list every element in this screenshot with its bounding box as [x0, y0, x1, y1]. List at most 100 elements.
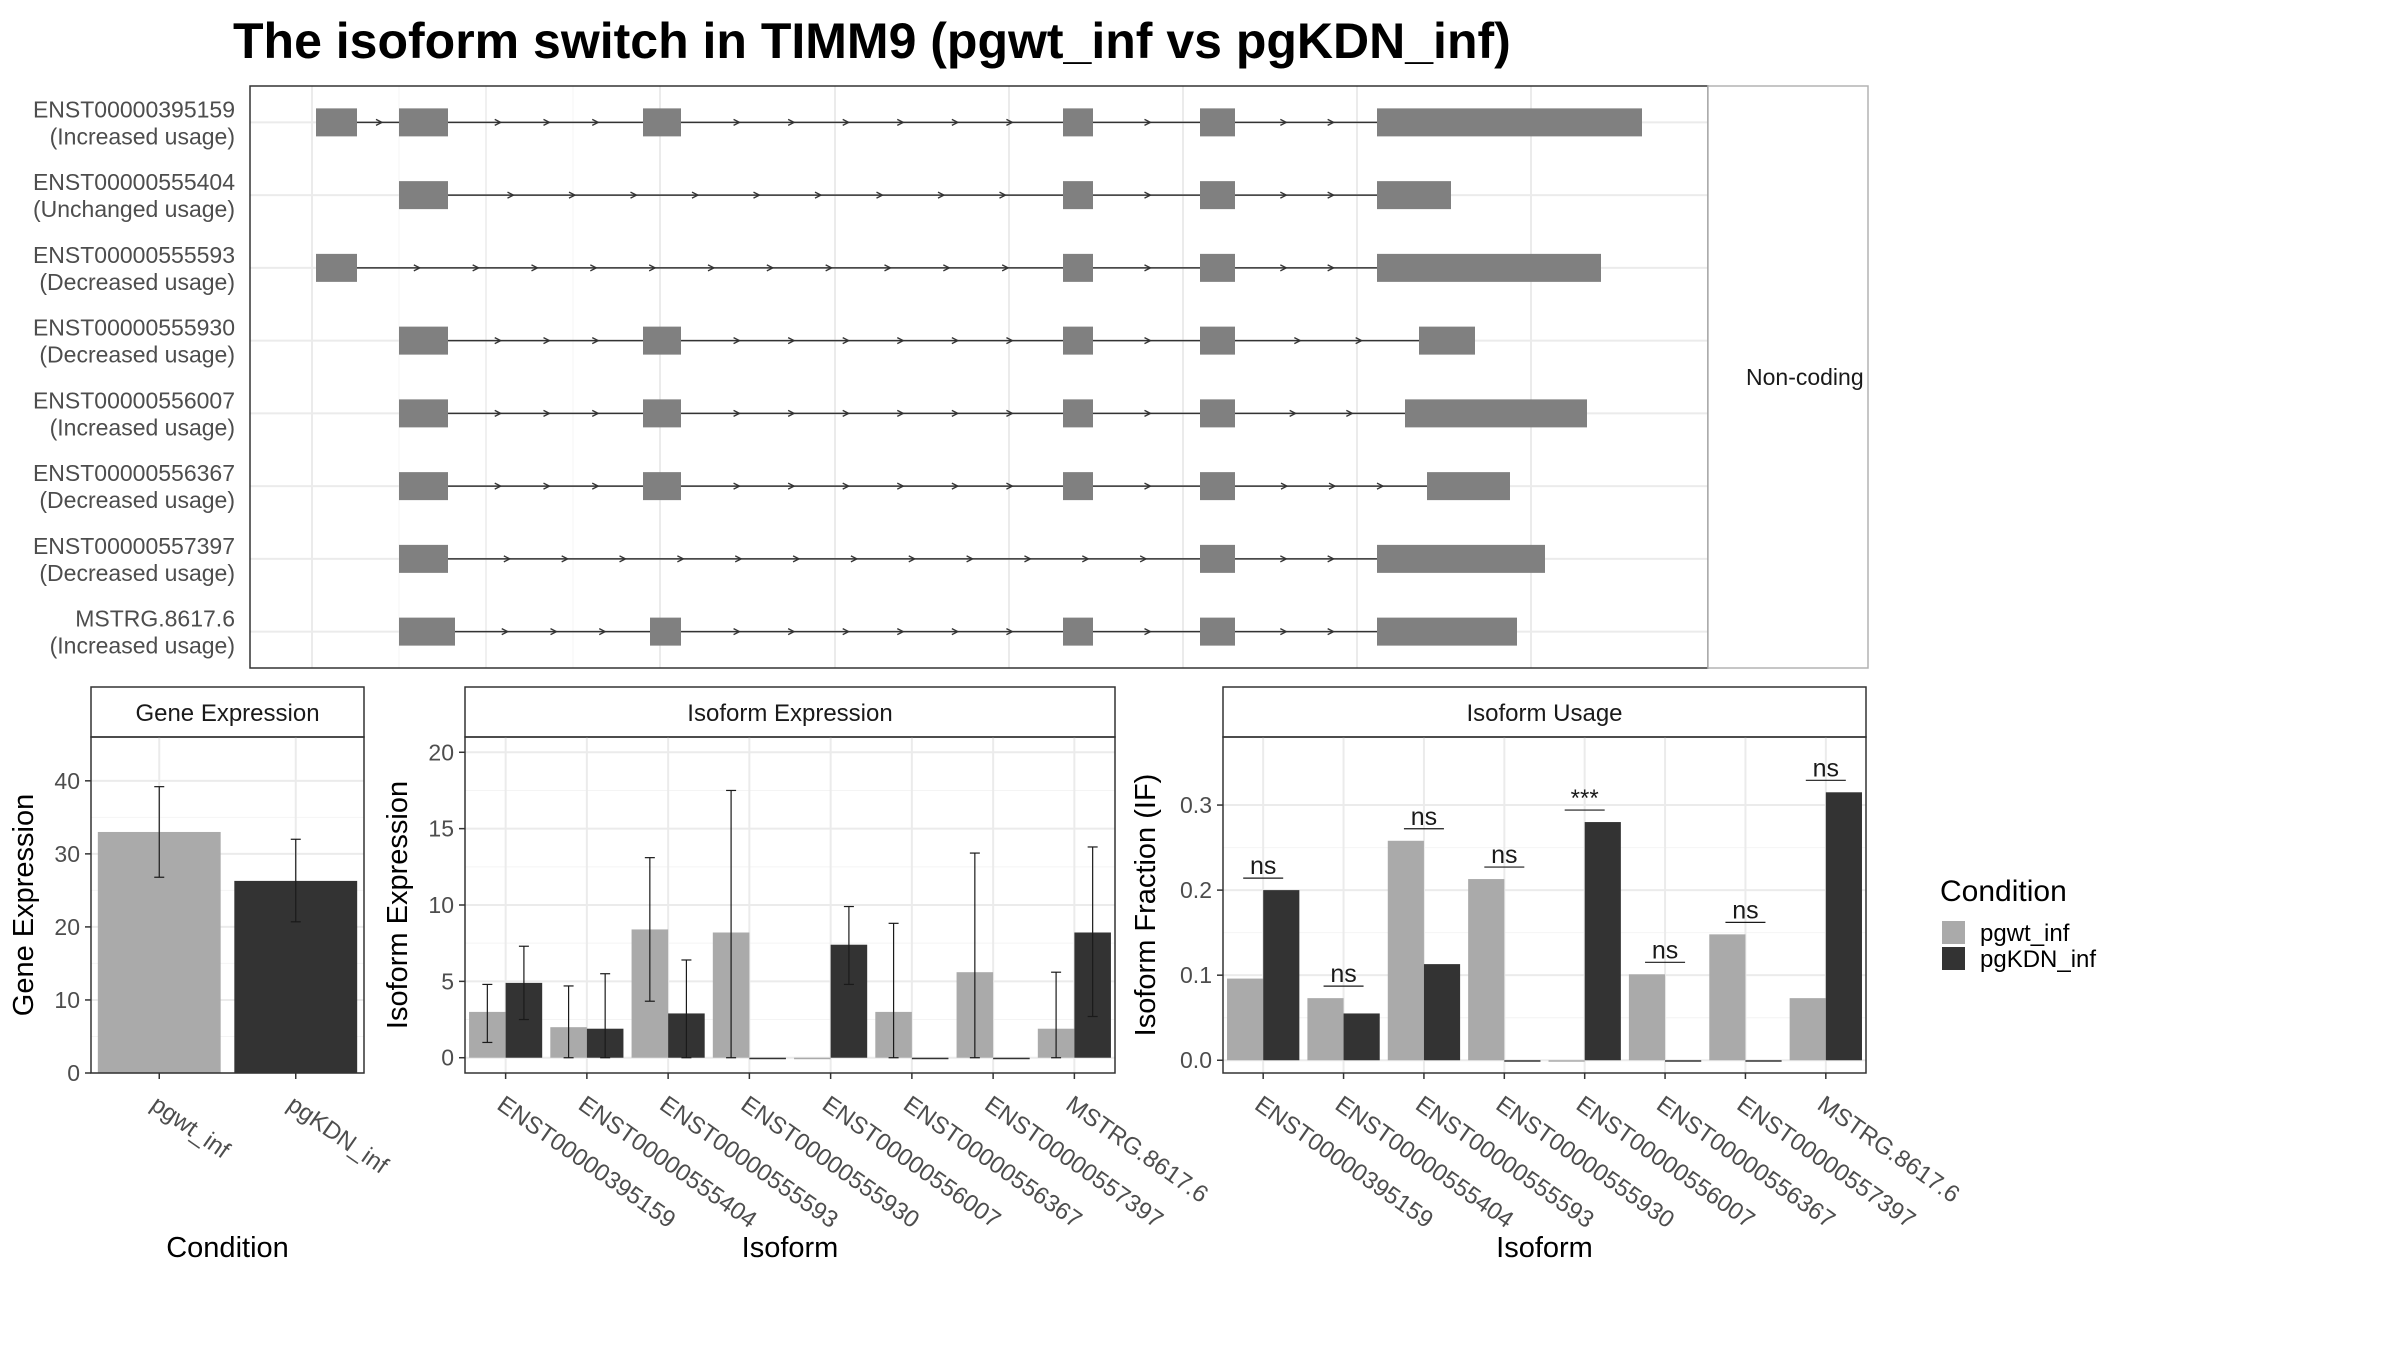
bar-pgKDN_inf	[1665, 1060, 1702, 1062]
intron-arrow	[591, 118, 600, 126]
intron-arrow	[876, 191, 884, 199]
exon	[1063, 326, 1093, 355]
bar-pgKDN_inf	[993, 1057, 1030, 1060]
intron-arrow	[1280, 191, 1288, 199]
intron-arrow	[677, 555, 685, 563]
bar-pgwt_inf	[1789, 998, 1826, 1061]
intron-arrow	[951, 628, 960, 636]
intron-arrow	[503, 555, 512, 563]
x-axis-title: Isoform	[742, 1232, 839, 1264]
panel-title: Isoform Usage	[1466, 700, 1622, 727]
intron-arrow	[494, 118, 503, 126]
exon	[1063, 181, 1093, 210]
intron-arrow	[691, 191, 700, 199]
panel-strip	[1222, 686, 1867, 738]
intron-arrow	[733, 337, 742, 345]
bar-pgKDN_inf	[749, 1057, 786, 1060]
exon	[1419, 326, 1475, 355]
intron-arrow	[550, 628, 558, 636]
bar-pgKDN_inf	[1504, 1060, 1541, 1062]
y-axis-title: Isoform Fraction (IF)	[1130, 774, 1162, 1037]
bar-pgKDN_inf	[1584, 822, 1621, 1061]
intron-arrow	[1006, 118, 1014, 126]
x-tick-label: pgKDN_inf	[282, 1091, 393, 1180]
exon	[1377, 181, 1451, 210]
intron-arrow	[966, 555, 975, 563]
intron-arrow	[1280, 118, 1288, 126]
transcript-name-label: ENST00000555593	[33, 242, 235, 268]
bar-pgKDN_inf	[911, 1057, 949, 1060]
exon	[1377, 253, 1601, 282]
intron-arrow	[908, 555, 917, 563]
bar-pgwt_inf	[1709, 934, 1746, 1061]
y-tick-label: 0.0	[1180, 1047, 1212, 1073]
intron-arrow	[1006, 628, 1014, 636]
exon	[1063, 253, 1093, 282]
intron-arrow	[753, 191, 761, 199]
legend-label: pgwt_inf	[1980, 920, 2070, 947]
intron-arrow	[590, 264, 598, 272]
intron-arrow	[568, 191, 577, 199]
intron-arrow	[1006, 337, 1014, 345]
intron-arrow	[951, 118, 960, 126]
transcript-name-label: ENST00000557397	[33, 533, 235, 559]
intron-arrow	[787, 118, 796, 126]
intron-arrow	[591, 409, 600, 417]
intron-arrow	[999, 191, 1007, 199]
exon	[1063, 399, 1093, 428]
intron-arrow	[531, 264, 539, 272]
intron-arrow	[630, 191, 638, 199]
bar-pgKDN_inf	[1423, 964, 1461, 1061]
y-tick-label: 0	[67, 1060, 80, 1086]
significance-label: ***	[1571, 785, 1599, 812]
intron-arrow	[842, 482, 851, 490]
bar-pgwt_inf	[1468, 879, 1505, 1061]
intron-arrow	[842, 337, 851, 345]
intron-arrow	[1355, 337, 1364, 345]
significance-label: ns	[1732, 896, 1758, 924]
panel-border	[1222, 736, 1867, 1074]
x-axis-title: Isoform	[1496, 1232, 1593, 1264]
bar-pgwt_inf	[1387, 840, 1424, 1061]
legend-title: Condition	[1940, 875, 2067, 908]
transcript-usage-label: (Unchanged usage)	[33, 196, 235, 222]
bar-pgwt_inf	[1307, 998, 1344, 1061]
transcript-name-label: ENST00000555930	[33, 315, 235, 341]
intron-arrow	[1001, 264, 1010, 272]
bar-pgwt_inf	[794, 1057, 831, 1060]
exon	[399, 472, 448, 501]
intron-arrow	[951, 482, 960, 490]
exon	[399, 326, 448, 355]
bar-pgKDN_inf	[1263, 890, 1300, 1061]
intron-arrow	[842, 118, 851, 126]
intron-arrow	[501, 628, 510, 636]
exon	[643, 108, 681, 137]
intron-arrow	[494, 409, 503, 417]
intron-arrow	[787, 409, 796, 417]
exon	[1200, 326, 1235, 355]
bar-pgKDN_inf	[1745, 1060, 1782, 1062]
intron-arrow	[842, 628, 851, 636]
intron-arrow	[1006, 482, 1014, 490]
intron-arrow	[707, 264, 716, 272]
intron-arrow	[561, 555, 570, 563]
intron-arrow	[734, 555, 743, 563]
legend-swatch	[1942, 921, 1965, 944]
panel-strip	[90, 686, 365, 738]
bar-pgKDN_inf	[1825, 792, 1862, 1061]
intron-arrow	[896, 482, 905, 490]
intron-arrow	[494, 337, 503, 345]
exon	[1377, 544, 1545, 573]
exon	[399, 544, 448, 573]
figure-title: The isoform switch in TIMM9 (pgwt_inf vs…	[233, 13, 1511, 69]
transcript-usage-label: (Decreased usage)	[39, 342, 235, 368]
panel-title: Gene Expression	[135, 700, 319, 727]
intron-arrow	[1006, 409, 1014, 417]
intron-arrow	[1327, 628, 1336, 636]
exon	[1200, 472, 1235, 501]
intron-arrow	[733, 482, 742, 490]
transcript-usage-label: (Decreased usage)	[39, 487, 235, 513]
intron-arrow	[543, 409, 551, 417]
bar-pgwt_inf	[1227, 978, 1264, 1061]
